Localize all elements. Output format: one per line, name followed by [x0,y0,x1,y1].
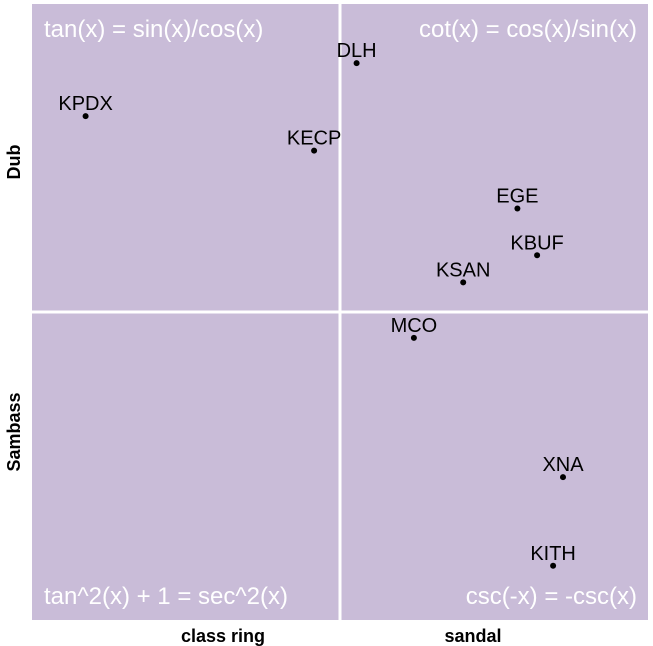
point-label-kith: KITH [530,543,576,565]
point-kith: KITH [530,543,576,569]
point-label-ege: EGE [496,186,538,208]
x-category-label-left: class ring [181,626,265,646]
point-marker-xna [560,474,566,481]
y-category-label-bottom: Sambass [4,392,24,471]
point-label-kbuf: KBUF [510,232,563,254]
point-label-mco: MCO [391,315,438,337]
point-xna: XNA [542,454,584,481]
quadrant-label-top-left: tan(x) = sin(x)/cos(x) [44,16,263,43]
point-mco: MCO [391,315,438,341]
point-marker-ksan [460,279,467,286]
point-ksan: KSAN [436,259,490,286]
point-kecp: KECP [287,128,341,154]
quadrant-label-top-right: cot(x) = cos(x)/sin(x) [419,16,637,43]
x-category-label-right: sandal [444,626,501,646]
point-kbuf: KBUF [510,232,564,259]
point-marker-kith [550,562,557,569]
y-category-label-top: Dub [4,145,24,180]
point-label-kecp: KECP [287,128,341,150]
point-marker-kecp [311,147,318,154]
point-marker-mco [410,334,417,341]
point-label-xna: XNA [542,454,584,476]
point-label-ksan: KSAN [436,259,490,281]
point-label-dlh: DLH [337,40,377,62]
point-marker-kpdx [82,113,89,120]
quadrant-label-bottom-left: tan^2(x) + 1 = sec^2(x) [44,583,288,610]
point-dlh: DLH [337,40,377,67]
point-kpdx: KPDX [58,93,113,120]
point-marker-kbuf [534,252,541,259]
quadrant-label-bottom-right: csc(-x) = -csc(x) [466,583,637,610]
point-marker-ege [514,205,521,212]
point-label-kpdx: KPDX [58,93,112,115]
point-ege: EGE [496,186,539,212]
point-marker-dlh [353,60,360,67]
points-layer: DLH KPDX KECP EGE KBUF KSAN MCO XNA KITH [58,40,584,569]
